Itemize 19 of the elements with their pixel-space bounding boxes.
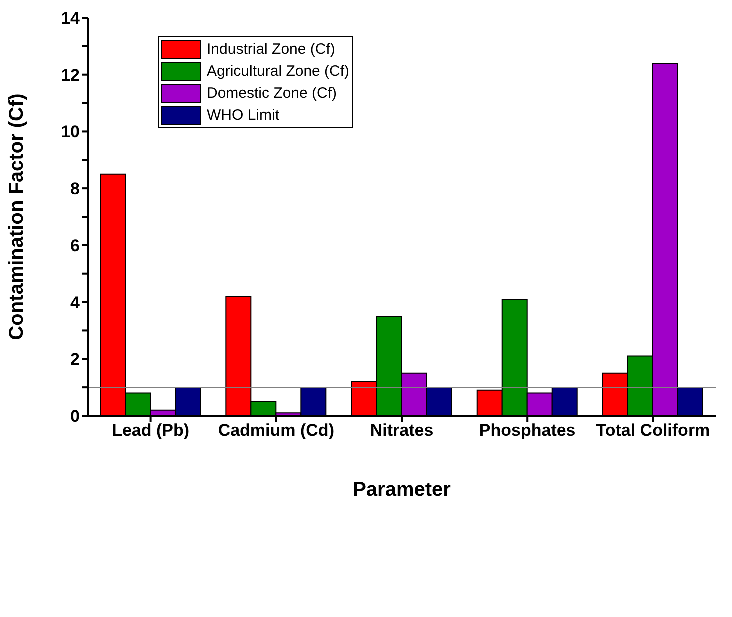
legend-label: Industrial Zone (Cf) — [207, 40, 336, 58]
y-tick-label: 2 — [70, 350, 80, 370]
x-axis-title: Parameter — [353, 479, 452, 501]
legend-label: Domestic Zone (Cf) — [207, 84, 338, 102]
y-axis-title: Contamination Factor (Cf) — [6, 94, 28, 340]
x-tick-label: Nitrates — [370, 421, 434, 440]
x-tick-label: Total Coliform — [596, 421, 710, 440]
x-tick-label: Lead (Pb) — [112, 421, 190, 440]
legend-label: WHO Limit — [207, 106, 280, 124]
y-tick-label: 14 — [61, 9, 81, 28]
y-tick-label: 8 — [70, 180, 80, 199]
y-tick-label: 4 — [70, 293, 81, 312]
x-tick-label: Cadmium (Cd) — [218, 421, 334, 440]
y-tick-label: 6 — [70, 236, 80, 256]
y-tick-label: 12 — [61, 66, 80, 85]
x-tick-label: Phosphates — [479, 421, 576, 440]
y-tick-label: 0 — [70, 407, 80, 426]
legend-label: Agricultural Zone (Cf) — [207, 62, 350, 80]
y-tick-label: 10 — [61, 122, 80, 142]
